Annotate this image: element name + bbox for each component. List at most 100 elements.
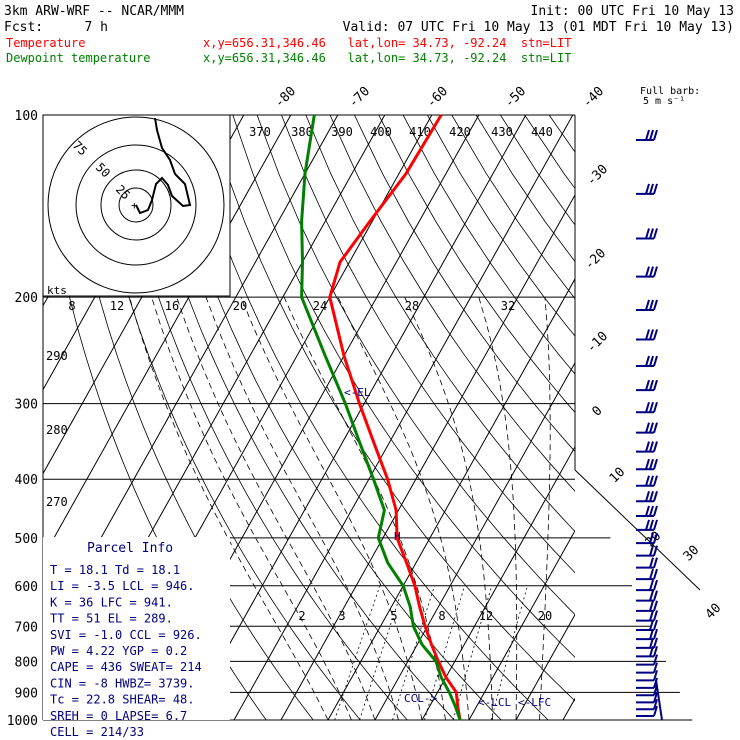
pressure-label-500: 500 [15,532,38,547]
isotherm-line [468,529,575,720]
wind-barb-flag [649,600,654,612]
mixing-ratio-line [359,585,404,720]
mixing-ratio-label-20: 20 [538,609,552,623]
wind-barb-flag [653,266,658,277]
speed-axis-label-8: 8 [68,299,75,313]
model-title: 3km ARW-WRF -- NCAR/MMM [4,4,184,19]
parcel-info-row: TT = 51 EL = 289. [50,612,173,626]
wind-barb-flag [653,401,658,413]
theta-labels: 370 380 390 400 410 420 430 440 290 280 270 [46,125,553,509]
wind-barb-flag [653,299,658,311]
isotherm-label--80: -80 [272,84,299,111]
wind-barb-flag [649,355,654,367]
wind-barb-flag [649,545,654,556]
wind-barb-flag [649,475,654,487]
isotherm-line [43,115,292,559]
wind-barb-flag [645,490,650,502]
wind-barb-flag [649,422,654,433]
valid-time: Valid: 07 UTC Fri 10 May 13 (01 MDT Fri … [343,20,734,35]
wind-barb-flag [649,557,654,568]
dry-adiabat [183,115,549,720]
forecast-hour: 7 h [85,20,108,35]
theta-label-400: 400 [370,125,392,139]
isotherm-label--20: -20 [582,246,609,273]
mixing-ratio-label-3: 3 [338,609,345,623]
theta-label-390: 390 [331,125,353,139]
theta-label-380: 380 [291,125,313,139]
wind-barb-flag [649,266,654,277]
wind-barb-flag [649,646,654,657]
dewpoint-legend: Dewpoint temperature [6,51,151,65]
lfc-marker: <-LFC [518,696,551,709]
wind-barb-flag [649,458,654,470]
theta-label-290: 290 [46,349,68,363]
wind-barb-flag [649,628,654,640]
wind-barb-flag [645,129,650,141]
wind-barb-flag [653,600,658,612]
wind-barb-flag [649,129,654,141]
wind-barb-flag [653,532,658,544]
parcel-info-row: Tc = 22.8 SHEAR= 48. [50,693,195,707]
pressure-label-1000: 1000 [7,714,38,729]
theta-label-420: 420 [449,125,471,139]
dry-adiabat [232,115,575,658]
parcel-h-marker: H [394,530,401,543]
moist-adiabat [205,296,399,720]
isotherm-label--70: -70 [346,84,373,111]
theta-label-410: 410 [409,125,431,139]
parcel-info-row: SREH = 0 LAPSE= 6.7 [50,709,187,723]
wind-barb-flag [653,183,658,195]
wind-barb-flag [653,646,658,657]
wind-barb-flag [653,228,658,239]
isotherm-line [421,445,575,720]
wind-barb-flag [649,579,654,591]
wind-barb-flag [649,505,654,517]
wind-barb-flag [653,379,658,391]
wind-barb-flag [649,637,654,649]
wind-barb-flag [653,692,658,703]
pressure-label-300: 300 [15,398,38,413]
temperature-location: x,y=656.31,346.46 lat,lon= 34.73, -92.24… [203,36,571,50]
speed-axis-label-32: 32 [501,299,515,313]
full-barb-units: 5 m s⁻¹ [643,96,685,107]
full-barb-label: Full barb: [640,86,700,97]
pressure-label-900: 900 [15,686,38,701]
wind-barb-flag [653,590,658,601]
speed-axis-label-12: 12 [110,299,124,313]
isotherm-label--10: -10 [584,329,611,356]
wind-barb-flag [649,590,654,601]
wind-barb-surface [655,679,663,721]
wind-barb-flag [649,610,654,621]
parcel-info-row: CAPE = 436 SWEAT= 214 [50,660,202,674]
wind-barb-flag [653,705,658,717]
wind-barb-flag [653,628,658,640]
parcel-info-row: CIN = -8 HWBZ= 3739. [50,676,195,690]
wind-barb-flag [653,670,658,681]
dry-adiabat [256,115,575,616]
temperature-legend: Temperature [6,36,85,50]
wind-barbs [636,129,663,721]
dewpoint-location: x,y=656.31,346.46 lat,lon= 34.73, -92.24… [203,51,571,65]
isotherm-label-0: 0 [589,403,605,419]
wind-barb-flag [645,228,650,239]
wind-barb-flag [649,568,654,580]
mixing-ratio-label-8: 8 [438,609,445,623]
wind-barb-flag [649,490,654,502]
wind-barb-flag [653,519,658,531]
isotherm-label-30: 30 [681,543,703,565]
wind-barb-flag [653,568,658,580]
forecast-label: Fcst: [4,20,43,35]
wind-barb-flag [645,379,650,391]
theta-label-440: 440 [531,125,553,139]
pressure-label-800: 800 [15,655,38,670]
mixing-ratio-line [334,585,381,720]
dewpoint-trace [300,114,462,721]
wind-barb-flag [649,183,654,195]
theta-label-370: 370 [249,125,271,139]
wind-barb-flag [645,475,650,487]
dry-adiabat [402,115,575,375]
ccl-marker: CCL-> [404,692,437,705]
isotherm-label--50: -50 [502,84,529,111]
wind-barb-flag [653,662,658,673]
